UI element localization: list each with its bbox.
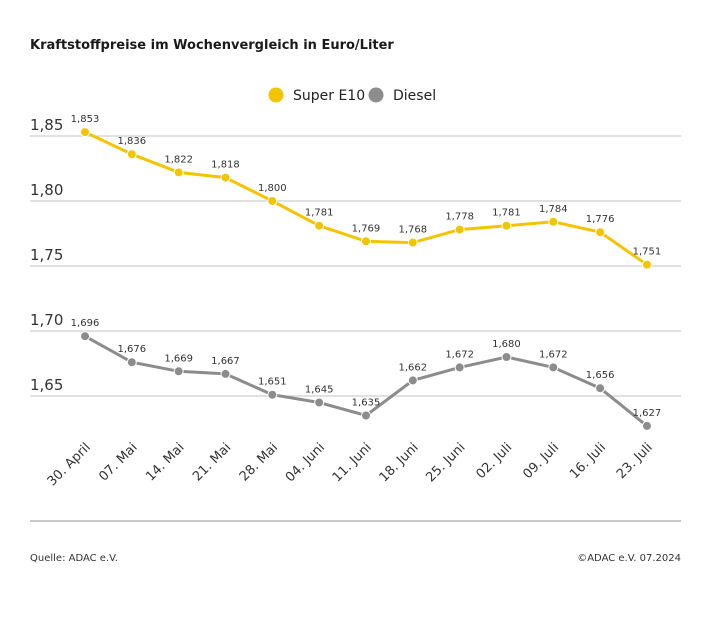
legend-label-super-e10: Super E10 [293, 88, 365, 104]
data-point [454, 362, 465, 373]
data-point [267, 196, 278, 206]
data-label: 1,662 [398, 362, 427, 373]
data-label: 1,645 [305, 385, 334, 396]
data-point [267, 389, 278, 400]
x-tick-label: 07. Mai [96, 440, 140, 484]
data-point [407, 375, 418, 386]
data-point [548, 216, 559, 227]
x-tick-label: 14. Mai [143, 440, 187, 484]
data-label: 1,667 [211, 356, 240, 367]
data-label: 1,751 [633, 247, 662, 258]
legend-marker-super-e10 [268, 87, 284, 103]
data-label: 1,656 [586, 370, 615, 381]
data-point [126, 357, 137, 368]
y-tick-label: 1,85 [30, 116, 63, 134]
data-label: 1,672 [539, 349, 568, 360]
data-point [360, 236, 371, 247]
y-tick-label: 1,70 [30, 311, 63, 329]
legend-marker-diesel [368, 87, 384, 103]
x-tick-label: 16. Juli [567, 440, 609, 482]
data-label: 1,676 [118, 344, 147, 355]
data-point [595, 227, 606, 238]
x-tick-label: 28. Mai [237, 440, 281, 484]
x-tick-label: 25. Juni [423, 440, 468, 485]
data-point [80, 127, 90, 138]
chart-title: Kraftstoffpreise im Wochenvergleich in E… [30, 38, 394, 53]
data-label: 1,800 [258, 183, 287, 194]
data-point [173, 167, 184, 178]
data-label: 1,627 [633, 408, 662, 419]
data-label: 1,853 [71, 114, 100, 125]
data-point [220, 172, 231, 183]
x-tick-label: 02. Juli [474, 440, 516, 482]
legend: Super E10 Diesel [268, 87, 436, 104]
data-point [314, 397, 325, 408]
data-point [501, 220, 512, 231]
data-point [454, 224, 465, 235]
data-point [173, 366, 184, 377]
data-label: 1,836 [118, 136, 147, 147]
data-label: 1,781 [492, 208, 521, 219]
data-point [314, 220, 325, 231]
data-point [80, 331, 90, 342]
data-label: 1,822 [164, 154, 193, 165]
source-note: Quelle: ADAC e.V. [30, 553, 118, 564]
data-label: 1,672 [445, 349, 474, 360]
data-label: 1,778 [445, 212, 474, 223]
x-tick-label: 04. Juni [283, 440, 328, 485]
data-label: 1,680 [492, 339, 521, 350]
data-label: 1,696 [71, 318, 100, 329]
data-point [548, 362, 559, 373]
x-tick-label: 09. Juli [520, 440, 562, 482]
x-tick-label: 18. Juni [377, 440, 422, 485]
data-point [501, 352, 512, 362]
x-tick-label: 23. Juli [614, 440, 656, 482]
y-tick-label: 1,75 [30, 246, 63, 264]
copyright-note: ©ADAC e.V. 07.2024 [577, 553, 681, 564]
x-tick-label: 21. Mai [190, 440, 234, 484]
data-label: 1,784 [539, 204, 568, 215]
data-point [595, 383, 606, 394]
data-label: 1,651 [258, 377, 287, 388]
data-point [360, 410, 371, 421]
data-label: 1,768 [398, 225, 427, 236]
data-point [220, 368, 231, 379]
data-label: 1,635 [352, 398, 381, 409]
data-label: 1,781 [305, 208, 334, 219]
data-label: 1,769 [352, 223, 381, 234]
data-label: 1,818 [211, 160, 240, 171]
y-tick-label: 1,65 [30, 376, 63, 394]
data-point [641, 420, 652, 431]
legend-label-diesel: Diesel [393, 88, 436, 104]
data-label: 1,776 [586, 214, 615, 225]
x-tick-label: 30. April [45, 440, 94, 489]
data-point [641, 259, 652, 270]
y-tick-label: 1,80 [30, 181, 63, 199]
x-tick-label: 11. Juni [330, 440, 375, 485]
data-label: 1,669 [164, 353, 193, 364]
data-point [126, 149, 137, 160]
data-point [407, 237, 418, 248]
